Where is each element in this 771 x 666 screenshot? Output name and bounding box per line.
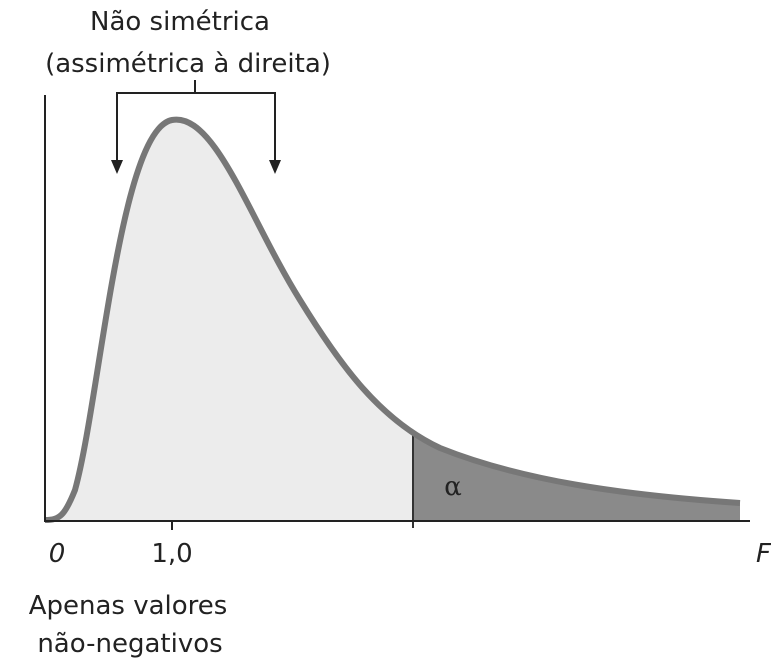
x-axis-label: F (756, 539, 771, 569)
alpha-label: α (444, 472, 462, 502)
note-line: Apenas valores (29, 591, 228, 621)
curve-area (45, 119, 740, 520)
origin-label: 0 (49, 539, 66, 569)
bracket (116, 80, 276, 165)
density-curve (44, 116, 741, 523)
note-line: não-negativos (37, 629, 222, 659)
tick-label: 1,0 (151, 539, 192, 569)
title-line: Não simétrica (90, 7, 270, 37)
title-line: (assimétrica à direita) (45, 49, 331, 79)
